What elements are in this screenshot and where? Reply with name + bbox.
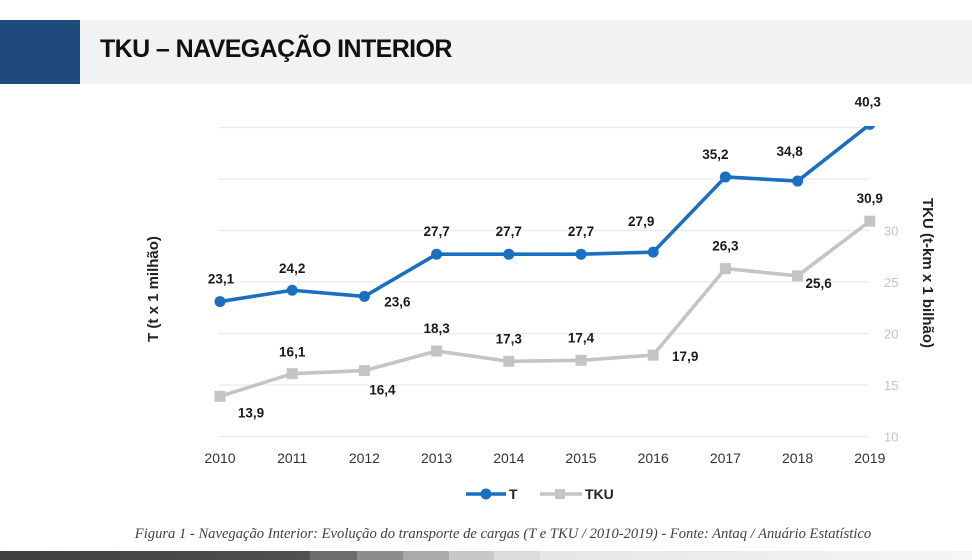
header-accent-block — [0, 20, 80, 84]
series-T-point — [214, 296, 226, 308]
series-TKU-point — [719, 263, 731, 275]
data-label: 18,3 — [423, 321, 450, 336]
right-axis-tick-label: 30 — [884, 224, 898, 239]
data-label: 23,1 — [208, 272, 235, 287]
data-label: 24,2 — [279, 261, 305, 276]
data-label: 34,8 — [776, 144, 803, 159]
series-TKU-point — [647, 349, 659, 361]
series-TKU-point — [864, 215, 876, 227]
gridlines — [218, 126, 869, 438]
series-group — [214, 126, 876, 402]
legend-T-label: T — [509, 486, 518, 502]
page-title: TKU – NAVEGAÇÃO INTERIOR — [100, 35, 452, 63]
data-labels: 23,1 24,2 23,6 27,7 27,7 27,7 27,9 35,2 34,8 40,3… — [208, 94, 883, 420]
x-axis-tick-label: 2014 — [493, 450, 524, 466]
right-axis-tick-label: 25 — [884, 275, 898, 290]
data-label: 26,3 — [712, 239, 739, 254]
series-TKU-point — [503, 355, 515, 367]
series-T-point — [647, 246, 659, 258]
right-axis-tick-label: 20 — [884, 327, 898, 342]
data-label: 27,9 — [628, 214, 654, 229]
header-band — [80, 20, 972, 84]
data-label: 27,7 — [496, 224, 522, 239]
data-label: 17,9 — [672, 349, 698, 364]
data-label: 27,7 — [568, 224, 594, 239]
data-label: 13,9 — [238, 405, 264, 420]
data-label: 17,3 — [496, 331, 523, 346]
series-TKU-point — [575, 354, 587, 366]
x-axis-tick-label: 2019 — [854, 450, 885, 466]
left-axis-label: T (t x 1 milhão) — [145, 236, 162, 342]
data-label: 35,2 — [702, 147, 728, 162]
data-label: 23,6 — [384, 294, 411, 309]
right-axis-tick-label: 15 — [884, 378, 898, 393]
data-label: 40,3 — [855, 94, 882, 109]
series-T-point — [575, 248, 587, 260]
series-T-line — [219, 126, 871, 304]
series-T-point — [792, 175, 804, 187]
data-label: 16,4 — [369, 383, 396, 398]
legend: T TKU — [466, 486, 614, 502]
series-TKU-point — [792, 270, 804, 282]
series-TKU-point — [214, 390, 226, 402]
x-axis-tick-label: 2016 — [638, 450, 669, 466]
legend-TKU-marker — [555, 489, 565, 499]
series-TKU-point — [431, 345, 443, 357]
series-TKU-point — [358, 365, 370, 377]
right-axis-ticks: 10 15 20 25 30 — [884, 224, 898, 445]
series-T-point — [864, 126, 876, 130]
series-T-point — [358, 290, 370, 302]
series-T-point — [503, 248, 515, 260]
x-axis-tick-label: 2011 — [277, 450, 307, 466]
series-TKU-point — [286, 368, 298, 380]
legend-TKU-label: TKU — [585, 486, 614, 502]
x-axis-tick-label: 2010 — [204, 450, 235, 466]
series-T-point — [719, 171, 731, 183]
right-axis-label: TKU (t-km x 1 bilhão) — [919, 198, 936, 348]
x-axis-tick-label: 2018 — [782, 450, 813, 466]
x-axis-tick-label: 2012 — [349, 450, 380, 466]
data-label: 17,4 — [568, 330, 595, 345]
data-label: 16,1 — [279, 345, 306, 360]
data-label: 25,6 — [805, 276, 832, 291]
x-axis-ticks: 2010 2011 2012 2013 2014 2015 2016 2017 2018 2019 — [204, 450, 885, 466]
figure-caption: Figura 1 - Navegação Interior: Evolução … — [134, 526, 872, 542]
footer-bar — [0, 551, 972, 560]
series-T-point — [286, 284, 298, 296]
right-axis-tick-label: 10 — [884, 430, 898, 445]
data-label: 27,7 — [423, 224, 449, 239]
series-TKU-line — [219, 219, 871, 399]
x-axis-tick-label: 2013 — [421, 450, 452, 466]
x-axis-tick-label: 2015 — [565, 450, 596, 466]
series-T-point — [431, 248, 443, 260]
x-axis-tick-label: 2017 — [710, 450, 741, 466]
data-label: 30,9 — [857, 191, 883, 206]
legend-T-marker — [480, 488, 492, 500]
